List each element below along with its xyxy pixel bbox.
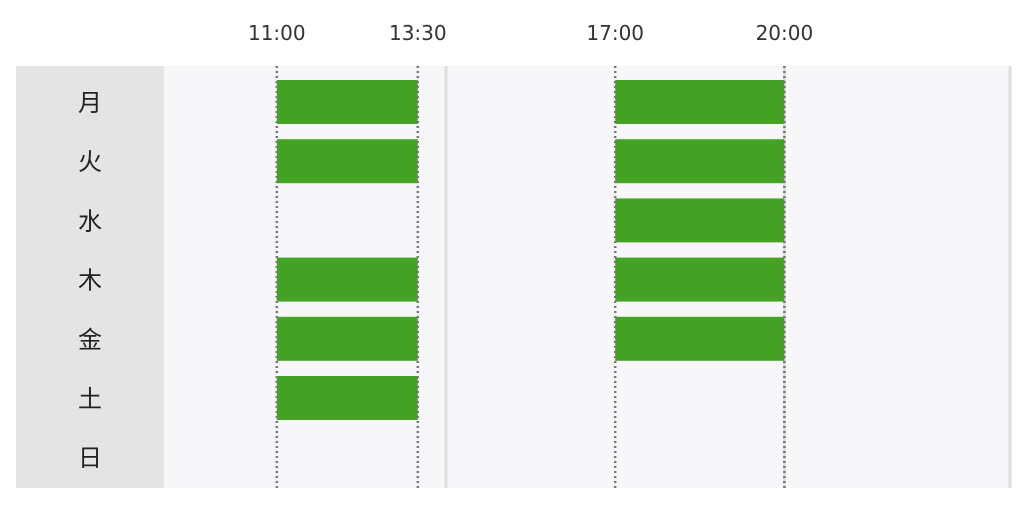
bar-土-11:00-13:30 (276, 376, 418, 420)
bar-月-11:00-13:30 (276, 80, 418, 124)
day-label-column (16, 66, 164, 488)
day-label-6: 日 (78, 444, 102, 472)
bar-木-17:00-20:00 (615, 257, 785, 302)
tick-label-3: 20:00 (756, 21, 814, 45)
bar-火-17:00-20:00 (615, 139, 785, 184)
time-bars (276, 80, 785, 420)
day-label-2: 水 (78, 207, 102, 235)
tick-label-2: 17:00 (586, 21, 644, 45)
bar-木-11:00-13:30 (276, 257, 418, 302)
bar-金-11:00-13:30 (276, 316, 418, 361)
day-label-5: 土 (78, 385, 102, 413)
tick-label-1: 13:30 (389, 21, 447, 45)
dotted-guides (275, 66, 786, 488)
day-label-4: 金 (78, 326, 102, 354)
bar-水-17:00-20:00 (615, 198, 785, 243)
bar-火-11:00-13:30 (276, 139, 418, 184)
day-label-1: 火 (78, 148, 102, 176)
day-label-3: 木 (78, 267, 102, 295)
time-tick-labels: 11:00 13:30 17:00 20:00 (248, 21, 813, 45)
bar-金-17:00-20:00 (615, 316, 785, 361)
day-label-0: 月 (78, 89, 102, 117)
tick-label-0: 11:00 (248, 21, 306, 45)
bar-月-17:00-20:00 (615, 80, 785, 124)
